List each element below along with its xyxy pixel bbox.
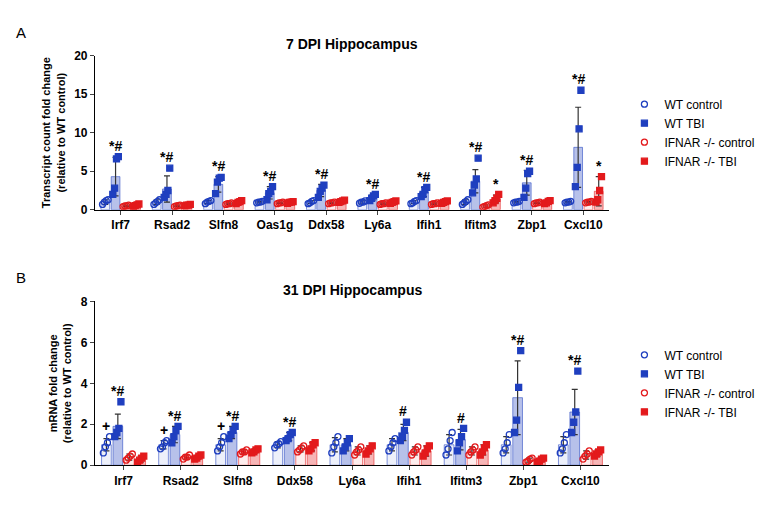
svg-text:+: + [102, 418, 110, 434]
svg-text:Ly6a: Ly6a [364, 218, 391, 232]
svg-text:*#: *# [366, 176, 379, 192]
svg-text:Cxcl10: Cxcl10 [564, 218, 603, 232]
svg-text:A: A [16, 24, 26, 41]
svg-text:WT TBI: WT TBI [664, 368, 704, 382]
svg-text:8: 8 [81, 295, 88, 309]
svg-text:*: * [596, 158, 602, 174]
svg-text:IFNAR -/- control: IFNAR -/- control [664, 136, 754, 150]
svg-text:*#: *# [417, 169, 430, 185]
svg-text:*#: *# [568, 352, 581, 368]
svg-text:Zbp1: Zbp1 [509, 474, 538, 488]
svg-text:Ly6a: Ly6a [339, 474, 366, 488]
svg-text:+: + [160, 422, 168, 438]
svg-text:Transcript count fold change(r: Transcript count fold change(relative to… [40, 57, 66, 208]
svg-text:*: * [493, 176, 499, 192]
svg-text:*#: *# [263, 168, 276, 184]
svg-text:#: # [457, 410, 465, 426]
svg-text:IFNAR -/- TBI: IFNAR -/- TBI [664, 406, 736, 420]
svg-text:IFNAR -/- TBI: IFNAR -/- TBI [664, 155, 736, 169]
svg-text:6: 6 [81, 336, 88, 350]
svg-text:Ifitm3: Ifitm3 [450, 474, 482, 488]
svg-text:WT control: WT control [664, 98, 722, 112]
svg-text:B: B [16, 269, 26, 286]
svg-text:IFNAR -/- control: IFNAR -/- control [664, 387, 754, 401]
svg-text:Zbp1: Zbp1 [518, 218, 547, 232]
svg-text:Irf7: Irf7 [111, 218, 130, 232]
svg-text:*#: *# [111, 383, 124, 399]
svg-text:0: 0 [81, 203, 88, 217]
svg-text:*#: *# [511, 332, 524, 348]
svg-text:*#: *# [469, 139, 482, 155]
svg-text:10: 10 [74, 126, 88, 140]
svg-text:*#: *# [212, 158, 225, 174]
svg-text:Oas1g: Oas1g [257, 218, 294, 232]
svg-text:Slfn8: Slfn8 [223, 474, 253, 488]
svg-text:*#: *# [226, 408, 239, 424]
svg-text:Ifitm3: Ifitm3 [464, 218, 496, 232]
svg-text:Irf7: Irf7 [114, 474, 133, 488]
svg-text:*#: *# [160, 149, 173, 165]
svg-text:WT control: WT control [664, 349, 722, 363]
svg-text:31 DPI Hippocampus: 31 DPI Hippocampus [283, 282, 422, 298]
svg-text:#: # [399, 403, 407, 419]
svg-text:*#: *# [315, 166, 328, 182]
svg-text:Rsad2: Rsad2 [154, 218, 190, 232]
svg-text:15: 15 [74, 87, 88, 101]
svg-text:4: 4 [81, 377, 88, 391]
svg-text:Slfn8: Slfn8 [209, 218, 239, 232]
svg-text:mRNA fold change(relative to W: mRNA fold change(relative to WT control) [47, 323, 73, 443]
svg-text:20: 20 [74, 49, 88, 63]
svg-text:Ddx58: Ddx58 [308, 218, 344, 232]
svg-text:*#: *# [109, 138, 122, 154]
svg-text:*#: *# [520, 152, 533, 168]
svg-text:WT TBI: WT TBI [664, 117, 704, 131]
svg-text:5: 5 [81, 164, 88, 178]
svg-text:Cxcl10: Cxcl10 [561, 474, 600, 488]
svg-text:+: + [217, 418, 225, 434]
svg-text:2: 2 [81, 417, 88, 431]
svg-text:*#: *# [572, 71, 585, 87]
svg-text:*#: *# [168, 408, 181, 424]
svg-text:Rsad2: Rsad2 [163, 474, 199, 488]
svg-text:0: 0 [81, 458, 88, 472]
svg-text:7 DPI Hippocampus: 7 DPI Hippocampus [286, 36, 418, 52]
svg-text:Ddx58: Ddx58 [277, 474, 313, 488]
svg-text:Ifih1: Ifih1 [397, 474, 422, 488]
svg-text:Ifih1: Ifih1 [417, 218, 442, 232]
svg-text:*#: *# [283, 414, 296, 430]
